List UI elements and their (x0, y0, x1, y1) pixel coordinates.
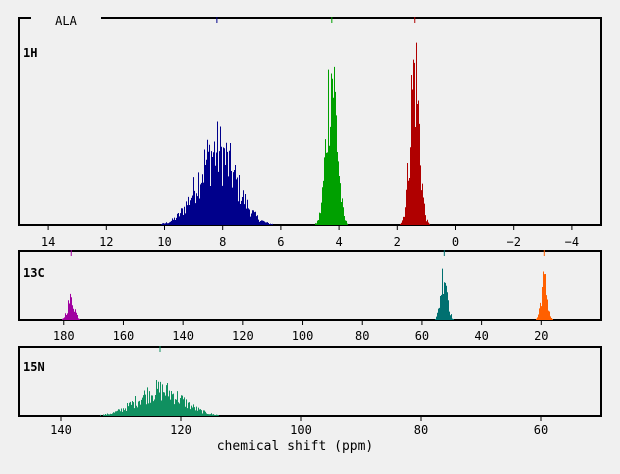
x-tick-label: 100 (292, 329, 314, 343)
panel-15n-bars (100, 380, 219, 416)
panel-13c-markers (70, 250, 545, 256)
x-tick-label: 100 (290, 423, 312, 437)
title-background (31, 10, 101, 26)
x-tick-label: −4 (565, 235, 579, 249)
x-tick-label: 80 (414, 423, 428, 437)
panel-1h-frame (18, 17, 602, 226)
x-tick-label: 20 (534, 329, 548, 343)
panel-15n-axis: 140 120 100 80 60 (50, 416, 548, 437)
x-tick-label: 140 (172, 329, 194, 343)
panel-13c-frame (18, 250, 602, 321)
panel-15n: 15N 140 120 100 80 60 (18, 346, 602, 437)
panel-13c-bars (62, 268, 553, 320)
x-tick-label: 10 (157, 235, 171, 249)
x-axis-label: chemical shift (ppm) (217, 439, 374, 454)
x-tick-label: 60 (534, 423, 548, 437)
x-tick-label: 14 (41, 235, 55, 249)
x-tick-label: 6 (277, 235, 284, 249)
x-tick-label: 180 (53, 329, 75, 343)
x-tick-label: 60 (415, 329, 429, 343)
x-tick-label: 80 (355, 329, 369, 343)
x-tick-label: 0 (452, 235, 459, 249)
x-tick-label: −2 (506, 235, 520, 249)
x-tick-label: 12 (99, 235, 113, 249)
chart-title: ALA (55, 14, 77, 28)
panel-15n-label: 15N (23, 360, 45, 374)
x-tick-label: 8 (219, 235, 226, 249)
panel-13c-label: 13C (23, 266, 45, 280)
panel-1h-bars (161, 42, 430, 225)
x-tick-label: 140 (50, 423, 72, 437)
x-tick-label: 120 (170, 423, 192, 437)
x-tick-label: 40 (474, 329, 488, 343)
panel-13c-axis: 180 160 140 120 100 80 60 40 20 (53, 320, 549, 343)
x-tick-label: 160 (113, 329, 135, 343)
panel-13c: 13C 180 160 140 120 100 80 60 40 20 (18, 250, 602, 343)
panel-1h-axis: 14 12 10 8 6 4 2 0 −2 −4 (41, 225, 579, 249)
x-tick-label: 2 (394, 235, 401, 249)
panel-15n-frame (18, 346, 602, 417)
x-tick-label: 120 (232, 329, 254, 343)
panel-1h-label: 1H (23, 46, 37, 60)
panel-1h: ALA 1H 14 12 10 8 6 4 2 0 −2 −4 (18, 10, 602, 249)
panel-1h-markers (216, 17, 416, 23)
x-tick-label: 4 (335, 235, 342, 249)
